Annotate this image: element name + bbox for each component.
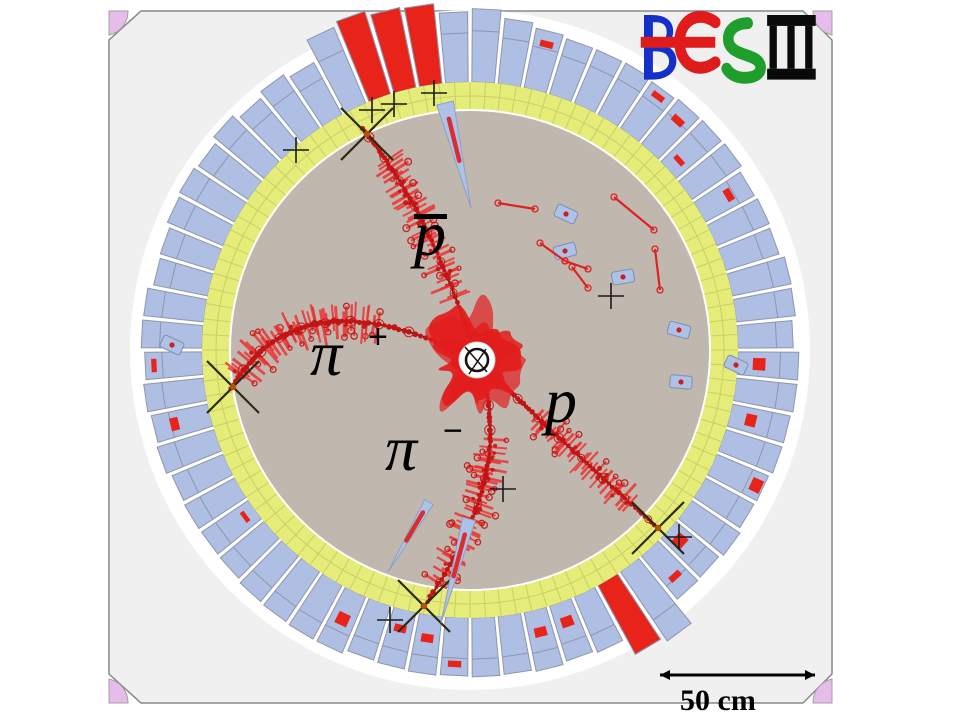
svg-text:p: p bbox=[541, 365, 577, 436]
svg-text:+: + bbox=[368, 318, 388, 356]
svg-text:π: π bbox=[385, 413, 419, 484]
svg-text:p: p bbox=[410, 198, 446, 269]
svg-text:π: π bbox=[310, 318, 344, 389]
svg-text:50 cm: 50 cm bbox=[680, 684, 756, 717]
svg-text:−: − bbox=[443, 412, 463, 450]
